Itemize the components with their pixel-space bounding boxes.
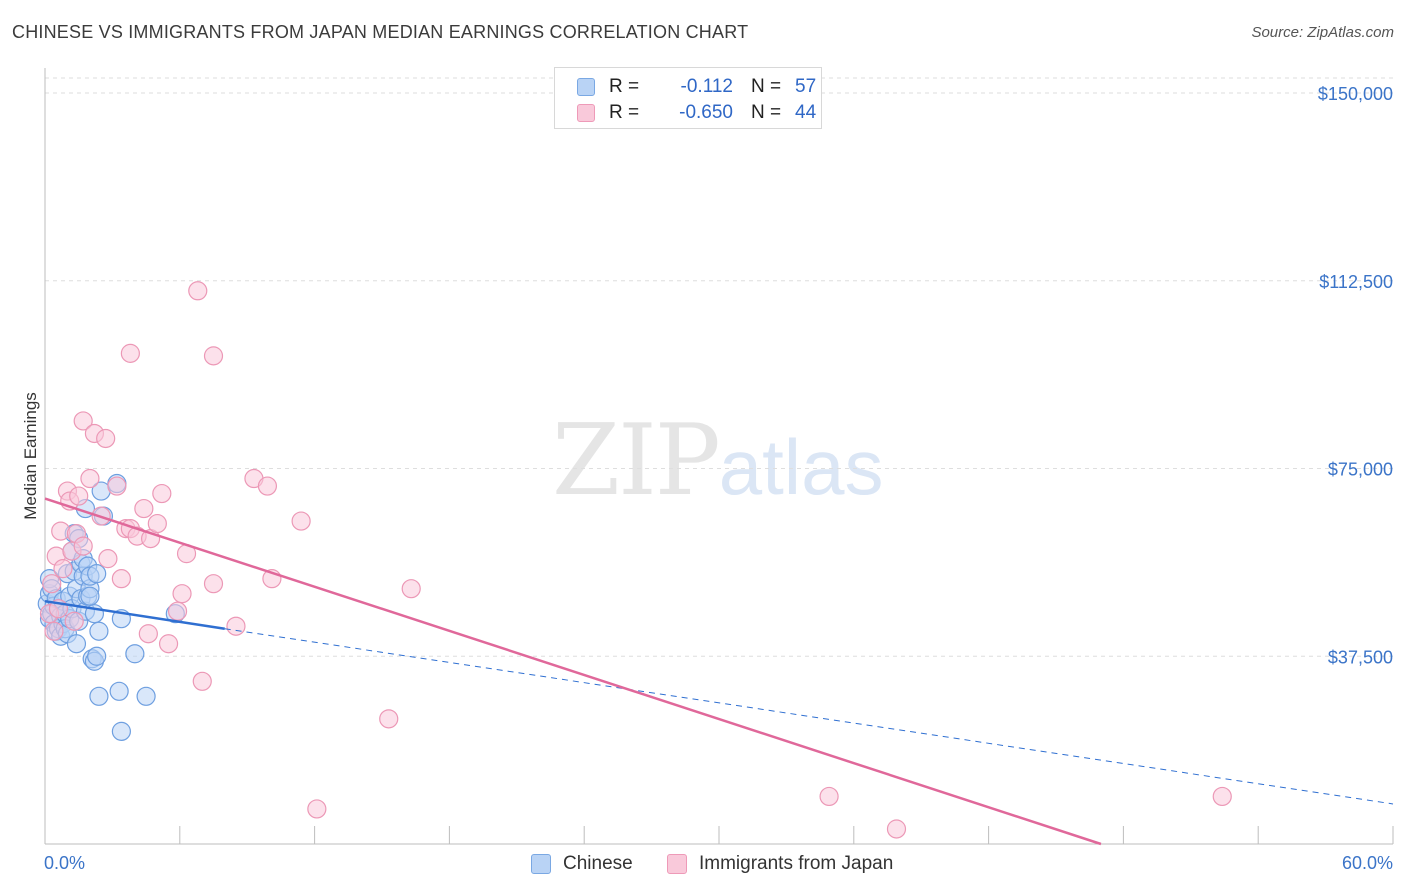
gridlines xyxy=(45,77,1393,657)
data-point-japan xyxy=(819,786,839,807)
data-point-japan xyxy=(80,468,100,489)
data-point-chinese xyxy=(89,686,109,706)
data-point-japan xyxy=(1212,786,1232,807)
data-point-chinese xyxy=(80,586,100,606)
data-point-chinese xyxy=(87,564,107,584)
data-point-japan xyxy=(379,709,399,729)
axes xyxy=(44,68,1393,845)
y-tick-label: $112,500 xyxy=(1319,272,1393,292)
zipatlas-watermark: ZIPatlas xyxy=(552,404,884,518)
data-point-japan xyxy=(158,634,179,654)
legend-swatch-japan xyxy=(667,854,687,874)
data-point-japan xyxy=(64,611,84,631)
data-point-japan xyxy=(44,621,64,641)
data-point-japan xyxy=(257,476,278,496)
x-tick-label-max: 60.0% xyxy=(1342,853,1393,873)
data-point-chinese xyxy=(111,721,131,741)
watermark-atlas: atlas xyxy=(718,423,884,511)
legend-n-value: 44 xyxy=(795,102,817,123)
data-point-japan xyxy=(291,511,311,531)
legend-r-value: -0.650 xyxy=(679,102,733,123)
data-point-japan xyxy=(98,549,118,569)
legend-label-japan: Immigrants from Japan xyxy=(699,853,894,874)
data-point-chinese xyxy=(136,686,156,706)
legend-row-chinese: R = -0.112 N = 57 xyxy=(577,75,816,99)
legend-item-japan: Immigrants from Japan xyxy=(667,851,893,877)
data-point-japan xyxy=(51,521,71,541)
data-point-japan xyxy=(188,281,208,301)
data-point-japan xyxy=(73,411,93,431)
legend-label-chinese: Chinese xyxy=(563,853,633,874)
source-credit: Source: ZipAtlas.com xyxy=(1251,24,1394,41)
data-point-japan xyxy=(69,486,89,506)
data-point-japan xyxy=(167,601,188,621)
data-point-japan xyxy=(42,574,62,594)
trend-line-japan xyxy=(44,497,1102,846)
data-point-japan xyxy=(147,513,167,534)
data-point-japan xyxy=(120,343,140,363)
data-point-japan xyxy=(203,346,224,366)
data-point-chinese xyxy=(89,621,109,641)
data-point-japan xyxy=(401,579,421,599)
chart-title: CHINESE VS IMMIGRANTS FROM JAPAN MEDIAN … xyxy=(12,22,749,42)
legend-swatch-japan xyxy=(577,104,595,122)
watermark-zip: ZIP xyxy=(552,404,721,518)
legend-r-label: R = xyxy=(609,102,640,123)
legend-swatch-chinese xyxy=(577,78,595,96)
data-point-japan xyxy=(96,428,116,449)
legend-r-value: -0.112 xyxy=(680,76,733,97)
data-point-japan xyxy=(111,569,131,589)
data-point-japan xyxy=(107,476,127,496)
x-tick-label-min: 0.0% xyxy=(44,853,85,873)
data-point-japan xyxy=(203,574,224,594)
trend-line-chinese xyxy=(44,599,225,630)
data-point-japan xyxy=(73,536,93,556)
x-axis-ticks xyxy=(44,826,1394,844)
legend-n-label: N = xyxy=(751,76,782,97)
data-point-japan xyxy=(192,671,212,691)
legend-n-label: N = xyxy=(751,102,782,123)
trend-line-chinese-extension xyxy=(224,628,1394,805)
trend-lines xyxy=(44,497,1394,846)
legend-row-japan: R = -0.650 N = 44 xyxy=(577,101,816,125)
japan-points xyxy=(39,281,1232,839)
y-tick-label: $37,500 xyxy=(1328,647,1393,667)
data-point-chinese xyxy=(125,644,145,664)
data-point-japan xyxy=(886,819,907,839)
data-point-japan xyxy=(172,584,192,604)
stats-legend: R = -0.112 N = 57 R = -0.650 N = 44 xyxy=(554,67,822,129)
legend-r-label: R = xyxy=(609,76,640,97)
legend-item-chinese: Chinese xyxy=(531,851,633,877)
data-point-japan xyxy=(53,559,73,579)
y-axis-tick-labels: $37,500 $75,000 $112,500 $150,000 xyxy=(1318,84,1393,667)
data-point-japan xyxy=(134,498,154,519)
data-point-japan xyxy=(226,616,246,636)
data-point-chinese xyxy=(109,681,129,701)
y-tick-label: $150,000 xyxy=(1318,84,1393,104)
data-point-chinese xyxy=(66,634,87,654)
legend-swatch-chinese xyxy=(531,854,551,874)
data-point-japan xyxy=(152,483,172,504)
legend-n-value: 57 xyxy=(795,76,817,97)
data-point-chinese xyxy=(87,646,107,666)
y-tick-label: $75,000 xyxy=(1328,460,1393,480)
data-point-japan xyxy=(307,799,327,819)
y-axis-label: Median Earnings xyxy=(21,392,40,520)
data-point-japan xyxy=(138,624,158,644)
